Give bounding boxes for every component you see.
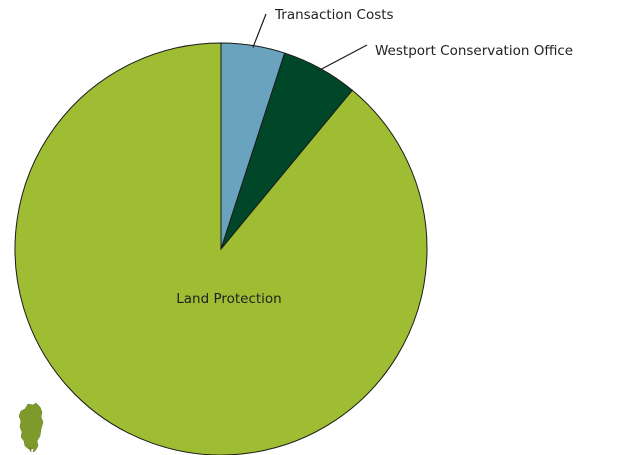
pie-labels: Transaction Costs Westport Conservation O… — [176, 7, 573, 307]
green-leaf-figure-icon — [18, 402, 44, 453]
pie-slice-land-protection — [14, 42, 428, 455]
leader-line-transaction-costs — [252, 13, 267, 48]
pie-slices — [14, 42, 428, 455]
slice-label-transaction-costs: Transaction Costs — [274, 7, 394, 23]
leader-line-westport-conservation-office — [318, 44, 368, 71]
slice-label-land-protection: Land Protection — [176, 291, 282, 307]
slice-label-westport-conservation-office: Westport Conservation Office — [375, 43, 573, 59]
